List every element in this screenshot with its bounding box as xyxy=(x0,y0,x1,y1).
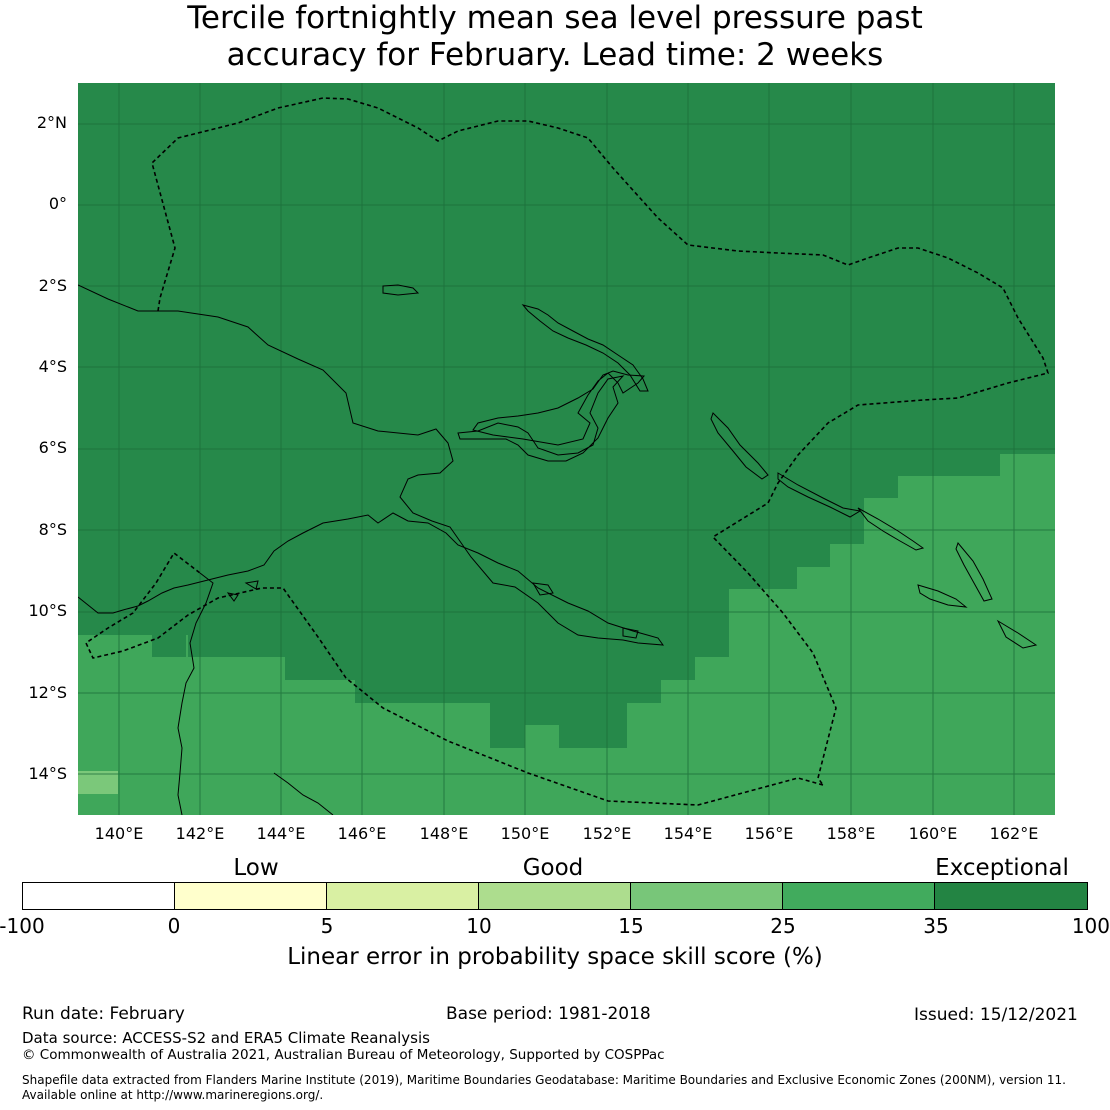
skill-map xyxy=(78,83,1055,815)
colorbar-tick: 35 xyxy=(923,914,949,938)
colorbar-tick: 5 xyxy=(320,914,334,938)
lon-label-142e: 142°E xyxy=(175,824,225,843)
solomon-islands-4 xyxy=(955,541,993,602)
colorbar xyxy=(22,882,1088,910)
lat-label-10s: 10°S xyxy=(28,601,67,620)
huon-gulf-coast xyxy=(457,375,625,462)
new-ireland-coast xyxy=(521,304,649,392)
colorbar-tick: 0 xyxy=(167,914,181,938)
base-period: Base period: 1981-2018 xyxy=(446,1004,651,1024)
lon-label-140e: 140°E xyxy=(94,824,144,843)
dentrecasteaux-islands xyxy=(532,582,554,596)
torres-strait-island-2 xyxy=(244,580,259,590)
legend-category-exceptional: Exceptional xyxy=(935,855,1069,881)
shapefile-credit-line-1: Shapefile data extracted from Flanders M… xyxy=(22,1073,1066,1087)
cape-york-coast xyxy=(177,572,214,815)
colorbar-tick: 10 xyxy=(466,914,492,938)
lon-label-162e: 162°E xyxy=(989,824,1039,843)
coastlines xyxy=(78,284,1038,815)
colorbar-segment xyxy=(479,883,631,909)
colorbar-segment xyxy=(783,883,935,909)
lon-label-152e: 152°E xyxy=(582,824,632,843)
colorbar-tick: 15 xyxy=(618,914,644,938)
lat-label-6s: 6°S xyxy=(38,438,67,457)
colorbar-segment xyxy=(327,883,479,909)
lat-label-12s: 12°S xyxy=(28,683,67,702)
lat-label-8s: 8°S xyxy=(38,520,67,539)
colorbar-segment xyxy=(175,883,327,909)
issued-date: Issued: 15/12/2021 xyxy=(914,1005,1078,1025)
lat-label-14s: 14°S xyxy=(28,764,67,783)
colorbar-segment xyxy=(23,883,175,909)
good-skill-region xyxy=(78,771,118,794)
lon-label-156e: 156°E xyxy=(744,824,794,843)
shapefile-credit-line-2: Available online at http://www.marinereg… xyxy=(22,1088,324,1102)
new-britain-coast xyxy=(472,370,646,446)
lon-label-144e: 144°E xyxy=(256,824,306,843)
cape-york-east-coast xyxy=(273,772,334,815)
lat-label-0: 0° xyxy=(48,194,67,213)
solomon-islands-3 xyxy=(917,584,968,608)
very-good-skill-region xyxy=(78,454,1055,815)
colorbar-tick: 100 xyxy=(1071,914,1110,938)
manus-island xyxy=(382,284,420,296)
colorbar-tick: -100 xyxy=(0,914,45,938)
lon-label-154e: 154°E xyxy=(663,824,713,843)
eez-boundary xyxy=(84,97,1050,806)
torres-strait-island xyxy=(226,592,239,602)
title-line-1: Tercile fortnightly mean sea level press… xyxy=(187,0,923,36)
colorbar-segment xyxy=(935,883,1087,909)
legend-category-good: Good xyxy=(522,855,584,881)
new-guinea-coast xyxy=(78,284,665,646)
map-canvas xyxy=(78,83,1055,815)
map-title: Tercile fortnightly mean sea level press… xyxy=(0,0,1110,74)
colorbar-segment xyxy=(631,883,783,909)
louisiade-islands xyxy=(622,627,639,639)
solomon-islands-2 xyxy=(857,507,925,551)
lat-label-4s: 4°S xyxy=(38,357,67,376)
lon-label-146e: 146°E xyxy=(337,824,387,843)
lon-label-150e: 150°E xyxy=(500,824,550,843)
lon-label-148e: 148°E xyxy=(419,824,469,843)
legend-category-low: Low xyxy=(233,855,279,881)
lat-label-2n: 2°N xyxy=(36,113,67,132)
colorbar-tick: 25 xyxy=(770,914,796,938)
lon-label-160e: 160°E xyxy=(908,824,958,843)
lat-label-2s: 2°S xyxy=(38,276,67,295)
data-source: Data source: ACCESS-S2 and ERA5 Climate … xyxy=(22,1029,430,1047)
solomon-islands xyxy=(777,472,862,518)
lon-label-158e: 158°E xyxy=(826,824,876,843)
colorbar-label: Linear error in probability space skill … xyxy=(287,944,823,970)
title-line-2: accuracy for February. Lead time: 2 week… xyxy=(226,37,884,73)
solomon-islands-5 xyxy=(996,619,1038,649)
run-date: Run date: February xyxy=(22,1004,185,1024)
bougainville-island xyxy=(710,412,769,480)
copyright: © Commonwealth of Australia 2021, Austra… xyxy=(22,1047,665,1063)
graticule xyxy=(78,83,1055,815)
